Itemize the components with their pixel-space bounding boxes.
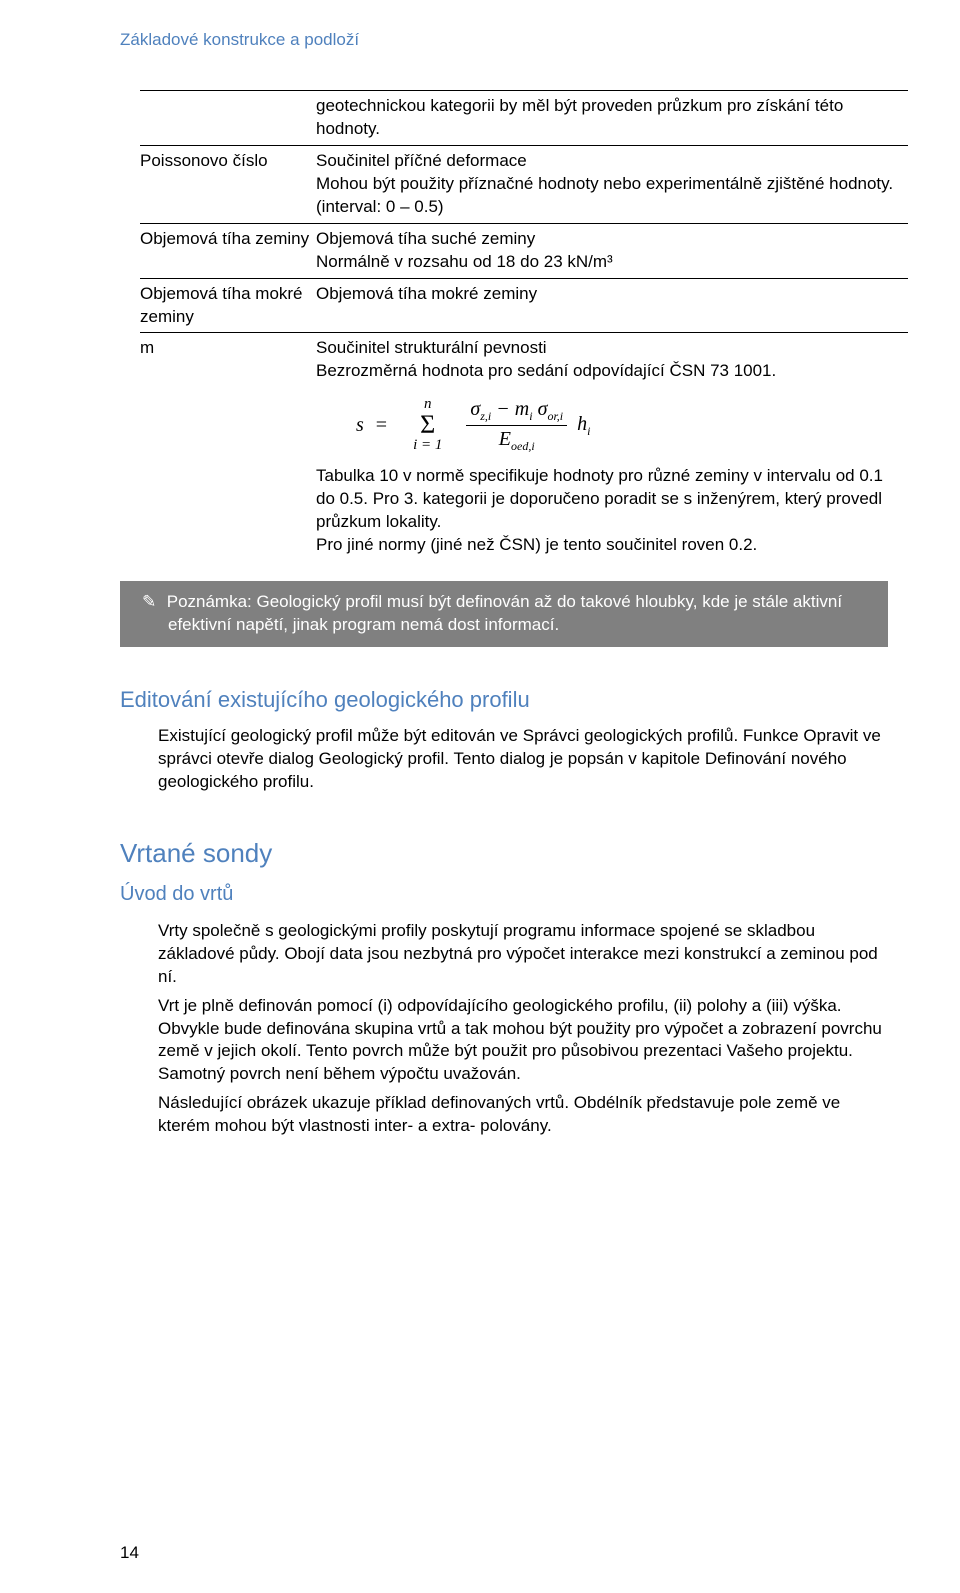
row-desc: Objemová tíha suché zeminy Normálně v ro… (316, 223, 908, 278)
sigma-icon: Σ (420, 412, 435, 438)
formula-denominator: Eoed,i (499, 426, 535, 453)
formula-tail: hi (577, 411, 590, 439)
page-number: 14 (120, 1543, 139, 1563)
page-header: Základové konstrukce a podloží (120, 30, 888, 50)
row-desc: Součinitel strukturální pevnosti Bezrozm… (316, 333, 908, 561)
table-row: m Součinitel strukturální pevnosti Bezro… (140, 333, 908, 561)
formula-sum-bottom: i = 1 (413, 438, 442, 453)
table-row: Poissonovo číslo Součinitel příčné defor… (140, 145, 908, 223)
table-row: Objemová tíha zeminy Objemová tíha suché… (140, 223, 908, 278)
table-row: Objemová tíha mokré zeminy Objemová tíha… (140, 278, 908, 333)
formula-lhs: s (356, 412, 364, 439)
row-postdesc: Tabulka 10 v normě specifikuje hodnoty p… (316, 465, 902, 557)
row-label: m (140, 333, 316, 561)
row-label: Objemová tíha zeminy (140, 223, 316, 278)
section-boreholes-sub: Úvod do vrtů (120, 883, 888, 906)
section-boreholes-p1: Vrty společně s geologickými profily pos… (158, 920, 888, 989)
section-edit-title: Editování existujícího geologického prof… (120, 687, 888, 713)
row-label (140, 91, 316, 146)
formula: s = n Σ i = 1 σz,i − mi σor,i Eoed,i hi (316, 383, 902, 465)
section-boreholes-p2: Vrt je plně definován pomocí (i) odpovíd… (158, 995, 888, 1087)
formula-numerator: σz,i − mi σor,i (466, 398, 567, 426)
table-row: geotechnickou kategorii by měl být prove… (140, 91, 908, 146)
row-desc: Součinitel příčné deformace Mohou být po… (316, 145, 908, 223)
section-boreholes-title: Vrtané sondy (120, 838, 888, 869)
definitions-table: geotechnickou kategorii by měl být prove… (140, 90, 908, 561)
note-box: ✎ Poznámka: Geologický profil musí být d… (120, 581, 888, 647)
note-text: Poznámka: Geologický profil musí být def… (167, 592, 842, 634)
row-label: Objemová tíha mokré zeminy (140, 278, 316, 333)
section-boreholes-p3: Následující obrázek ukazuje příklad defi… (158, 1092, 888, 1138)
row-label: Poissonovo číslo (140, 145, 316, 223)
row-desc: Objemová tíha mokré zeminy (316, 278, 908, 333)
row-desc-text: Součinitel strukturální pevnosti Bezrozm… (316, 337, 902, 383)
section-edit-p1: Existující geologický profil může být ed… (158, 725, 888, 794)
row-desc: geotechnickou kategorii by měl být prove… (316, 91, 908, 146)
note-icon: ✎ (142, 591, 162, 614)
